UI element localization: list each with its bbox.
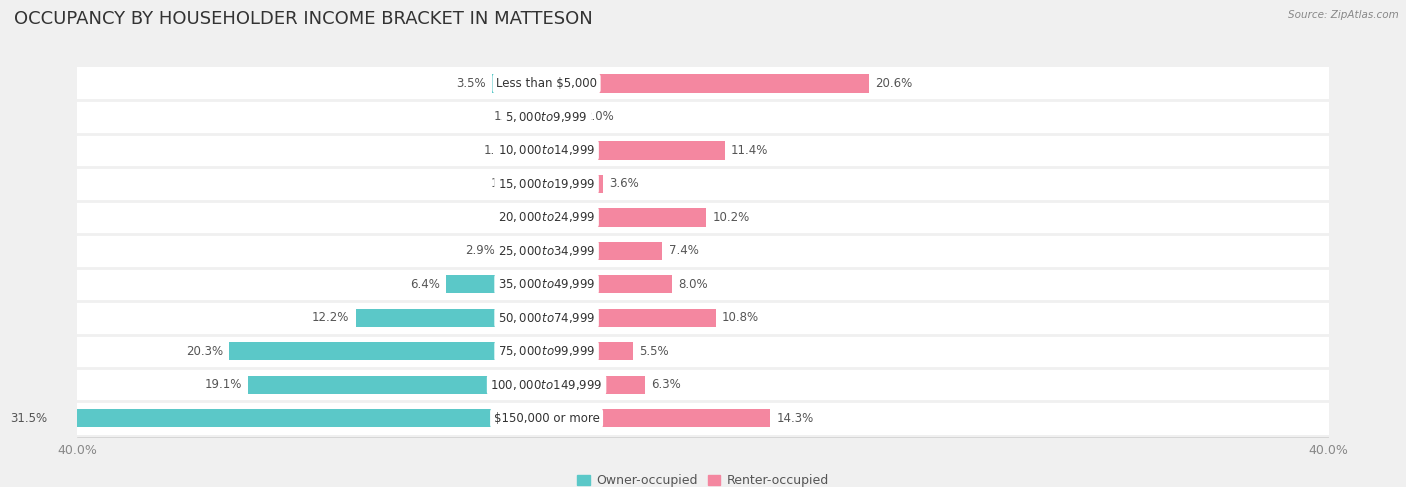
Bar: [77, 201, 1329, 234]
Bar: [53, 409, 547, 428]
Bar: [229, 342, 547, 360]
Bar: [547, 242, 662, 260]
Bar: [520, 141, 547, 160]
Text: 8.0%: 8.0%: [678, 278, 707, 291]
Text: 11.4%: 11.4%: [731, 144, 769, 157]
Text: Less than $5,000: Less than $5,000: [496, 77, 598, 90]
Bar: [77, 133, 1329, 167]
Bar: [526, 175, 547, 193]
Text: OCCUPANCY BY HOUSEHOLDER INCOME BRACKET IN MATTESON: OCCUPANCY BY HOUSEHOLDER INCOME BRACKET …: [14, 10, 593, 28]
Legend: Owner-occupied, Renter-occupied: Owner-occupied, Renter-occupied: [572, 469, 834, 487]
Text: 6.4%: 6.4%: [411, 278, 440, 291]
Text: $15,000 to $19,999: $15,000 to $19,999: [498, 177, 595, 191]
Bar: [547, 342, 633, 360]
Text: 6.3%: 6.3%: [651, 378, 681, 391]
Text: 1.3%: 1.3%: [491, 177, 520, 190]
Bar: [447, 275, 547, 294]
Text: Source: ZipAtlas.com: Source: ZipAtlas.com: [1288, 10, 1399, 20]
Bar: [547, 309, 716, 327]
Bar: [77, 401, 1329, 435]
Text: 2.0%: 2.0%: [583, 111, 614, 123]
Bar: [77, 167, 1329, 201]
Bar: [77, 234, 1329, 267]
Text: 10.8%: 10.8%: [721, 311, 759, 324]
Bar: [356, 309, 547, 327]
Bar: [547, 74, 869, 93]
Bar: [77, 67, 1329, 100]
Text: $100,000 to $149,999: $100,000 to $149,999: [491, 378, 603, 392]
Bar: [77, 100, 1329, 133]
Text: 20.3%: 20.3%: [186, 345, 222, 358]
Text: $20,000 to $24,999: $20,000 to $24,999: [498, 210, 595, 225]
Text: $5,000 to $9,999: $5,000 to $9,999: [505, 110, 588, 124]
Text: 31.5%: 31.5%: [10, 412, 48, 425]
Text: 12.2%: 12.2%: [312, 311, 350, 324]
Bar: [547, 409, 770, 428]
Text: 10.2%: 10.2%: [713, 211, 749, 224]
Text: $25,000 to $34,999: $25,000 to $34,999: [498, 244, 595, 258]
Bar: [547, 375, 645, 394]
Bar: [77, 301, 1329, 335]
Bar: [247, 375, 547, 394]
Text: 14.3%: 14.3%: [776, 412, 814, 425]
Text: 7.4%: 7.4%: [669, 244, 699, 257]
Bar: [501, 242, 547, 260]
Text: 19.1%: 19.1%: [204, 378, 242, 391]
Text: 5.5%: 5.5%: [638, 345, 668, 358]
Bar: [77, 335, 1329, 368]
Bar: [77, 267, 1329, 301]
Bar: [530, 108, 547, 126]
Bar: [547, 108, 578, 126]
Text: 1.7%: 1.7%: [484, 144, 513, 157]
Text: $10,000 to $14,999: $10,000 to $14,999: [498, 143, 595, 157]
Text: $35,000 to $49,999: $35,000 to $49,999: [498, 277, 595, 291]
Text: 3.5%: 3.5%: [456, 77, 485, 90]
Bar: [543, 208, 547, 226]
Bar: [547, 175, 603, 193]
Bar: [547, 275, 672, 294]
Text: 2.9%: 2.9%: [465, 244, 495, 257]
Text: 20.6%: 20.6%: [875, 77, 912, 90]
Bar: [547, 208, 706, 226]
Bar: [492, 74, 547, 93]
Text: 3.6%: 3.6%: [609, 177, 638, 190]
Text: $75,000 to $99,999: $75,000 to $99,999: [498, 344, 595, 358]
Text: $50,000 to $74,999: $50,000 to $74,999: [498, 311, 595, 325]
Text: 1.1%: 1.1%: [494, 111, 523, 123]
Text: 0.21%: 0.21%: [499, 211, 537, 224]
Bar: [547, 141, 725, 160]
Bar: [77, 368, 1329, 401]
Text: $150,000 or more: $150,000 or more: [494, 412, 599, 425]
